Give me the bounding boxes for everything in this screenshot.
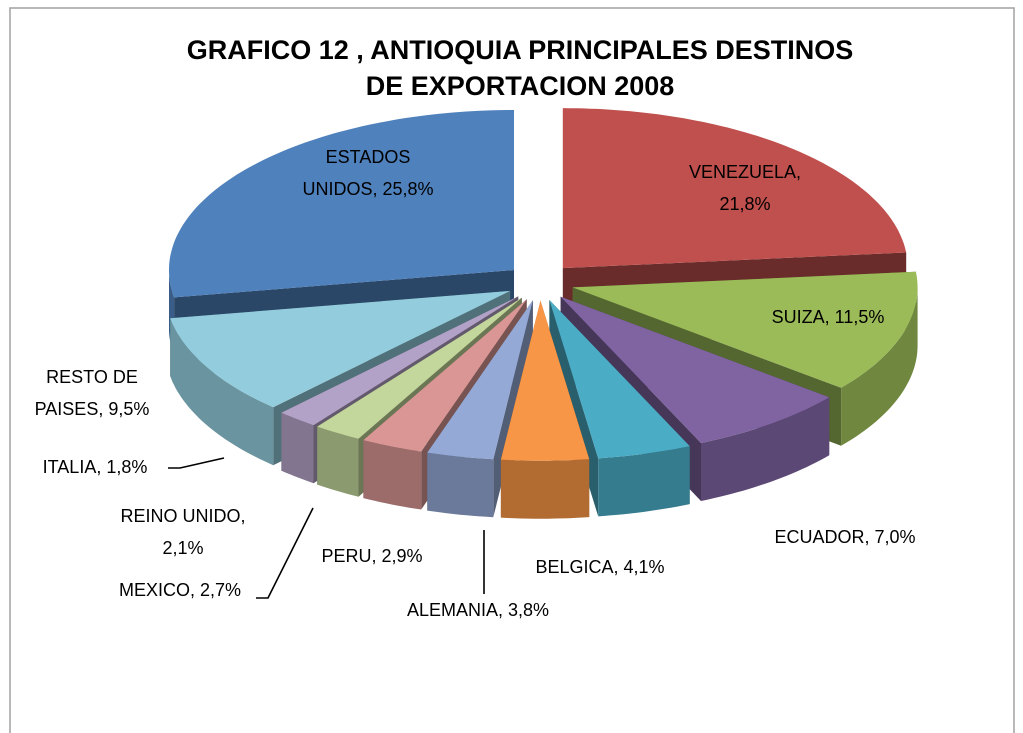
- data-label: RESTO DE PAISES, 9,5%: [35, 367, 150, 419]
- slice: [500, 300, 590, 519]
- slice-top: [562, 108, 907, 269]
- slice-top: [549, 300, 690, 459]
- leader-line: [168, 457, 225, 469]
- slice: [549, 300, 690, 517]
- data-label: ITALIA, 1,8%: [43, 457, 148, 477]
- pie: [169, 108, 918, 519]
- data-label: ECUADOR, 7,0%: [774, 527, 915, 547]
- slice-side: [317, 426, 359, 497]
- data-label: ALEMANIA, 3,8%: [407, 600, 549, 620]
- slice-side: [841, 287, 918, 446]
- slice-side: [170, 318, 274, 466]
- labels: ESTADOS UNIDOS, 25,8% VENEZUELA, 21,8% SUIZA…: [35, 147, 916, 620]
- data-label: ESTADOS UNIDOS, 25,8%: [302, 147, 433, 199]
- slice-top: [169, 110, 514, 298]
- slice-side: [500, 459, 590, 519]
- slice-side: [598, 446, 690, 517]
- data-label: BELGICA, 4,1%: [535, 557, 664, 577]
- data-label: REINO UNIDO, 2,1%: [120, 506, 245, 558]
- slice-top: [427, 300, 533, 460]
- slice-top: [317, 297, 522, 439]
- slice-side: [281, 412, 314, 484]
- data-label: PERU, 2,9%: [321, 546, 422, 566]
- slice-top: [281, 296, 519, 426]
- data-label: VENEZUELA, 21,8%: [689, 162, 801, 214]
- slice-top: [572, 271, 918, 388]
- leader-line: [256, 507, 314, 599]
- slice-top: [500, 300, 590, 461]
- slice-top: [363, 299, 527, 452]
- slice: [427, 300, 533, 518]
- data-label: MEXICO, 2,7%: [119, 580, 241, 600]
- slice-side: [363, 440, 422, 510]
- slice-top: [560, 296, 830, 443]
- slice-side: [701, 397, 830, 501]
- slice-top: [170, 290, 511, 408]
- data-label: SUIZA, 11,5%: [772, 307, 885, 327]
- slice-side: [427, 452, 494, 518]
- chart-title: GRAFICO 12 , ANTIOQUIA PRINCIPALES DESTI…: [187, 35, 854, 101]
